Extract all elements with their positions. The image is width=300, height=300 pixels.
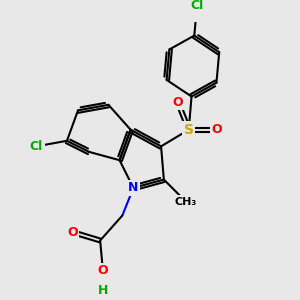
Text: N: N [128,182,139,194]
Text: O: O [98,264,108,278]
Text: Cl: Cl [30,140,43,153]
Text: Cl: Cl [190,0,204,12]
Text: O: O [67,226,78,239]
Text: H: H [98,284,108,297]
Text: S: S [184,123,194,137]
Text: O: O [211,123,222,136]
Text: CH₃: CH₃ [175,197,197,207]
Text: O: O [172,95,183,109]
